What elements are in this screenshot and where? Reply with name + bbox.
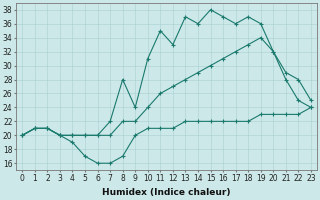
X-axis label: Humidex (Indice chaleur): Humidex (Indice chaleur)	[102, 188, 231, 197]
